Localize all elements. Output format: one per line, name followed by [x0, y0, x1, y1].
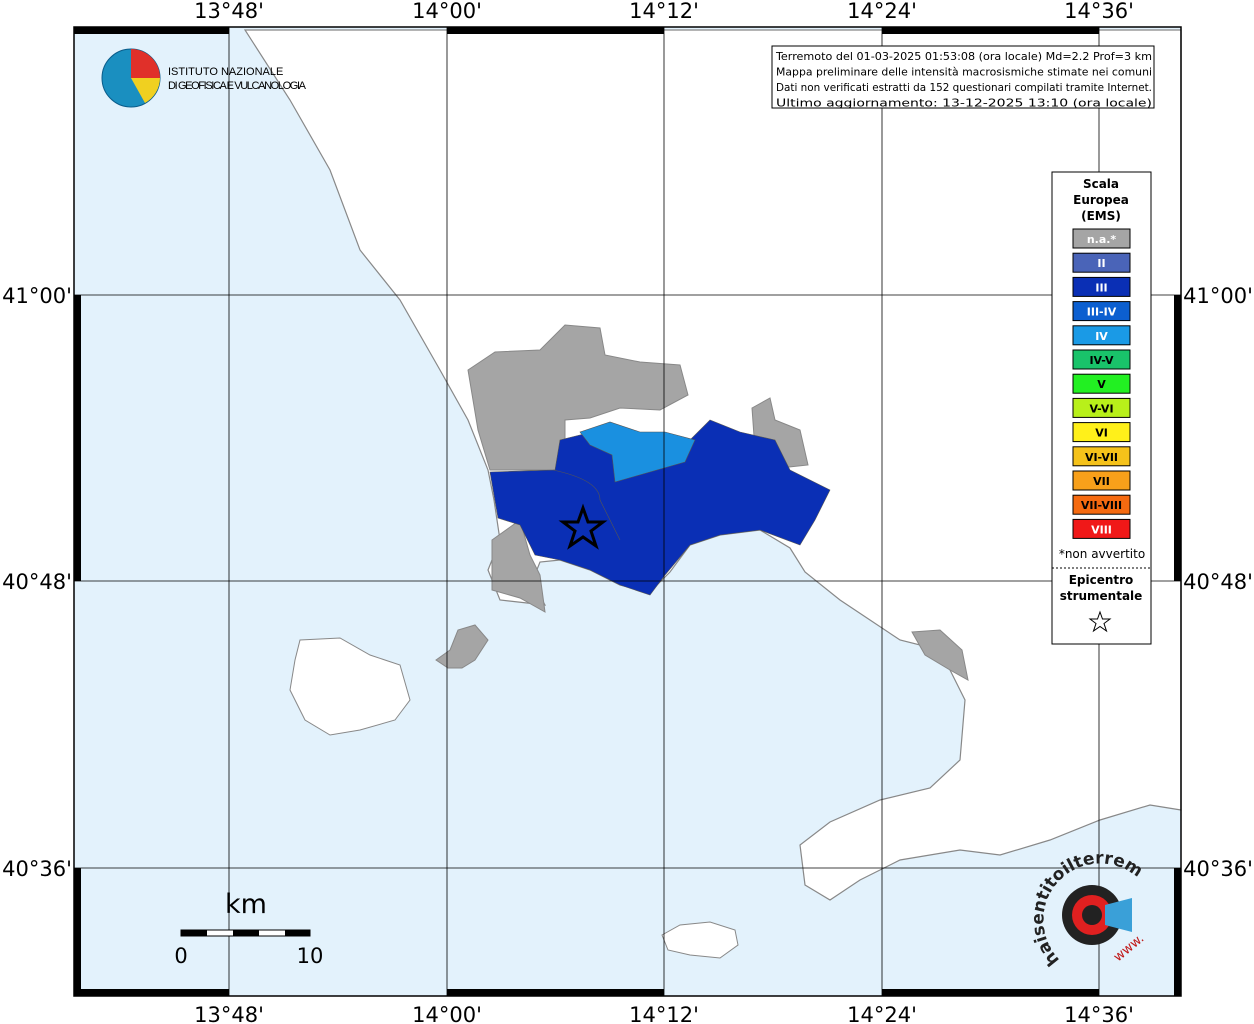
scale-bar-segment	[181, 930, 207, 936]
region-na	[911, 629, 969, 681]
legend-swatch	[1072, 252, 1131, 273]
lon-label: 14°00'	[412, 1003, 482, 1024]
legend-swatch	[1072, 397, 1131, 418]
legend-label: IV-V	[1089, 354, 1114, 367]
info: Terremoto del 01-03-2025 01:53:08 (ora l…	[775, 51, 1152, 110]
legend-label: VIII	[1091, 523, 1112, 536]
legend-label: VII	[1093, 475, 1110, 488]
legend-label: II	[1097, 257, 1105, 270]
legend-swatch	[1072, 301, 1131, 322]
legend-epicenter: strumentale	[1060, 589, 1143, 603]
logo-text: ISTITUTO NAZIONALE	[168, 66, 283, 78]
legend-swatch	[1072, 518, 1131, 539]
legend-label: VII-VIII	[1081, 499, 1122, 512]
lon-label: 13°48'	[194, 0, 264, 23]
legend-label: n.a.*	[1087, 233, 1117, 246]
info-line: Dati non verificati estratti da 152 ques…	[776, 82, 1152, 94]
legend-epicenter: Epicentro	[1069, 573, 1134, 587]
legend-swatch	[1072, 325, 1131, 346]
legend-swatch	[1072, 470, 1131, 491]
capri	[661, 921, 739, 959]
legend-swatch	[1072, 276, 1131, 297]
info-line: Mappa preliminare delle intensità macros…	[776, 67, 1152, 79]
logo-segment	[131, 78, 160, 103]
legend-label: V	[1097, 378, 1106, 391]
lon-label: 14°12'	[629, 0, 699, 23]
frame	[73, 26, 1182, 997]
region-iv	[579, 421, 696, 483]
lon-label: 14°36'	[1064, 1003, 1134, 1024]
legend-label: V-VI	[1089, 402, 1113, 415]
frame-bar	[447, 989, 664, 996]
badge-ring	[1082, 905, 1102, 925]
lon-label: 14°36'	[1064, 0, 1134, 23]
ischia	[289, 637, 411, 736]
lat-label: 40°48'	[1183, 570, 1253, 594]
legend-title: (EMS)	[1081, 209, 1121, 223]
scale-bar-segment	[233, 930, 259, 936]
legend-label: III-IV	[1087, 306, 1117, 319]
legend-label: VI-VII	[1085, 451, 1118, 464]
info-line: Ultimo aggiornamento: 13-12-2025 13:10 (…	[776, 98, 1152, 110]
scale-bar-segment	[285, 930, 310, 936]
legend-title: Scala	[1083, 177, 1119, 191]
badge-horn	[1105, 898, 1132, 932]
region-na	[467, 324, 689, 471]
lon-label: 13°48'	[194, 1003, 264, 1024]
logo-segment	[131, 49, 160, 78]
frame-bar	[1174, 295, 1181, 581]
border	[552, 469, 621, 541]
frame-bar	[74, 27, 229, 34]
legend: ScalaEuropea(EMS)n.a.*IIIIIIII-IVIVIV-VV…	[1059, 177, 1145, 603]
procida	[435, 624, 489, 669]
lat-label: 41°00'	[2, 284, 72, 308]
info-line: Terremoto del 01-03-2025 01:53:08 (ora l…	[775, 51, 1152, 63]
graticule	[74, 27, 1181, 996]
legend-label: IV	[1095, 330, 1108, 343]
frame-bar	[74, 295, 81, 581]
lat-label: 40°48'	[2, 570, 72, 594]
frame-bar	[74, 868, 81, 996]
legend-swatch	[1072, 228, 1131, 249]
lat-label: 40°36'	[1183, 857, 1253, 881]
frame-bar	[1174, 868, 1181, 996]
scale-label: 10	[297, 944, 324, 968]
lat-label: 41°00'	[1183, 284, 1253, 308]
lon-label: 14°00'	[412, 0, 482, 23]
frame-bar	[447, 27, 664, 34]
lon-label: 14°24'	[847, 0, 917, 23]
legend-swatch	[1072, 494, 1131, 515]
frame-bar	[882, 989, 1099, 996]
legend-swatch	[1072, 349, 1131, 370]
lon-label: 14°12'	[629, 1003, 699, 1024]
lat-label: 40°36'	[2, 857, 72, 881]
legend-swatch	[1072, 422, 1131, 443]
frame-bar	[882, 27, 1099, 34]
epicenter	[558, 503, 608, 550]
scale-label: 0	[174, 944, 187, 968]
logo-text: DI GEOFISICA E VULCANOLOGIA	[168, 80, 307, 92]
info-box	[771, 45, 1155, 109]
frame-bar	[74, 989, 229, 996]
legend-label: III	[1095, 281, 1107, 294]
lon-label: 14°24'	[847, 1003, 917, 1024]
logo: ISTITUTO NAZIONALE DI GEOFISICA E VULCAN…	[101, 48, 307, 108]
scale-bar: km 0 10	[174, 889, 323, 968]
legend-label: VI	[1095, 427, 1108, 440]
scale-unit: km	[225, 889, 267, 920]
legend-swatch	[1072, 446, 1131, 467]
legend-swatch	[1072, 373, 1131, 394]
legend-note: *non avvertito	[1059, 547, 1145, 561]
legend-star	[1088, 610, 1112, 633]
legend-title: Europea	[1073, 193, 1129, 207]
